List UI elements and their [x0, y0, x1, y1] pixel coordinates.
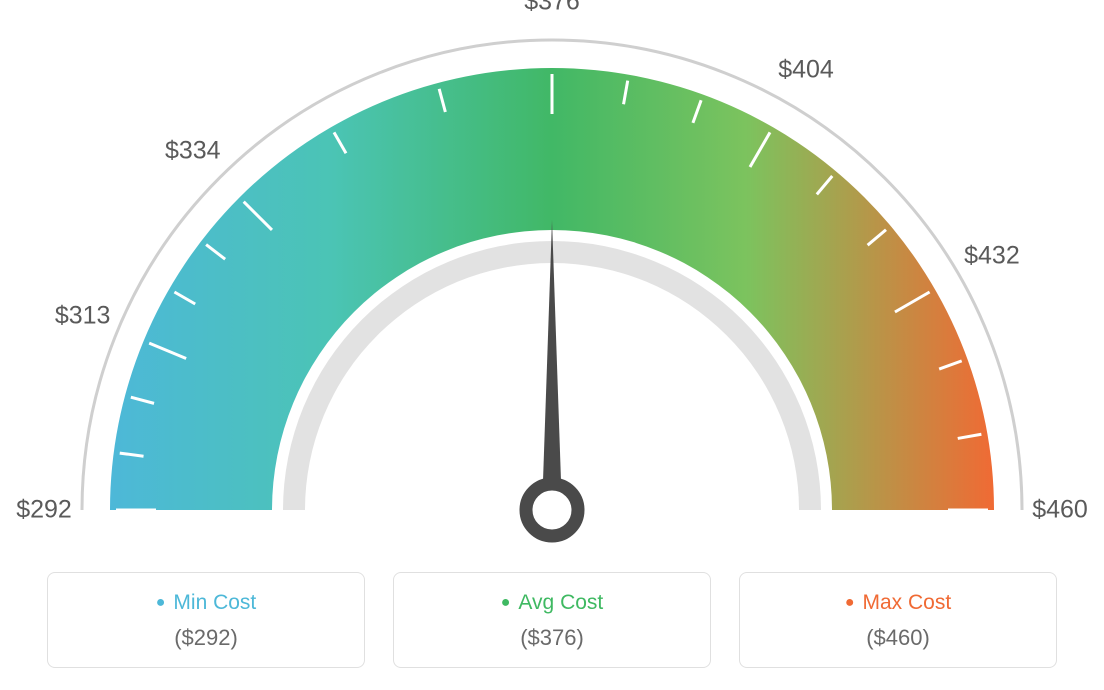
- legend-max-value: ($460): [750, 625, 1046, 651]
- tick-label: $313: [55, 301, 111, 330]
- cost-gauge: $292 $313 $334 $376 $404 $432 $460: [0, 0, 1104, 560]
- legend-card-avg: Avg Cost ($376): [393, 572, 711, 668]
- tick-label: $334: [165, 136, 221, 165]
- gauge-svg: [0, 0, 1104, 560]
- legend-card-max: Max Cost ($460): [739, 572, 1057, 668]
- legend-min-label: Min Cost: [58, 591, 354, 615]
- legend-avg-value: ($376): [404, 625, 700, 651]
- legend-card-min: Min Cost ($292): [47, 572, 365, 668]
- legend-row: Min Cost ($292) Avg Cost ($376) Max Cost…: [47, 572, 1057, 668]
- tick-label: $460: [1032, 496, 1088, 525]
- tick-label: $376: [524, 0, 580, 17]
- tick-label: $292: [16, 496, 72, 525]
- legend-max-label: Max Cost: [750, 591, 1046, 615]
- legend-avg-label: Avg Cost: [404, 591, 700, 615]
- tick-label: $432: [964, 242, 1020, 271]
- legend-min-value: ($292): [58, 625, 354, 651]
- tick-label: $404: [778, 56, 834, 85]
